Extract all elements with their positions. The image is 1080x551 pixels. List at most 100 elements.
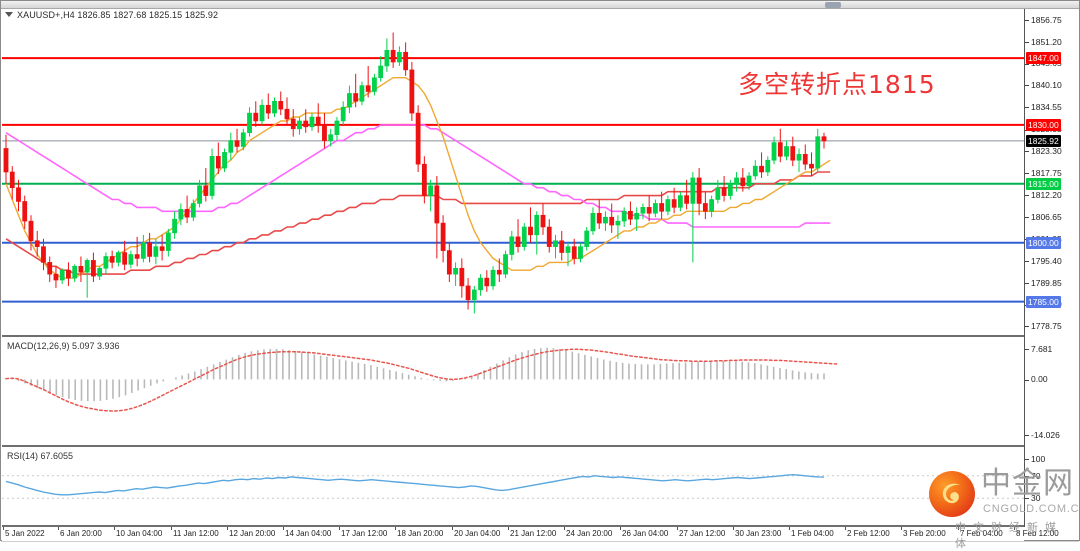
candle-body: [615, 220, 621, 226]
candle-body: [365, 85, 371, 92]
candle-body: [465, 285, 471, 300]
price-level-tag[interactable]: 1825.92: [1026, 134, 1061, 147]
price-tick: 1795.40: [1025, 256, 1062, 266]
window-bottom-edge: [1, 541, 1079, 542]
price-scale[interactable]: 1856.751851.201845.651840.101834.551828.…: [1024, 9, 1079, 527]
candle-body: [172, 218, 177, 234]
candle-body: [315, 116, 321, 126]
candle-body: [265, 104, 271, 114]
candle-body: [359, 85, 365, 102]
candle-body: [290, 118, 296, 130]
time-tick-mark: [958, 527, 959, 530]
candle-body: [409, 69, 415, 114]
price-level-tag[interactable]: 1785.00: [1026, 295, 1061, 308]
time-tick-label: 11 Jan 12:00: [173, 529, 219, 538]
candle-body: [765, 159, 771, 173]
time-tick-label: 26 Jan 04:00: [622, 529, 669, 538]
candle-body: [209, 156, 215, 196]
price-level-tag[interactable]: 1815.00: [1026, 177, 1061, 190]
candle-body: [3, 148, 9, 173]
time-tick-mark: [789, 527, 790, 530]
candle-body: [721, 187, 727, 196]
candle-body: [322, 124, 327, 141]
candle-body: [690, 177, 696, 204]
candle-body: [234, 140, 240, 147]
candle-body: [47, 262, 53, 275]
candle-body: [740, 177, 746, 187]
time-tick-label: 3 Feb 20:00: [903, 529, 946, 538]
horizontal-scrollbar[interactable]: [1, 1, 1079, 9]
candle-body: [134, 254, 140, 259]
candle-body: [309, 116, 315, 128]
candle-body: [727, 183, 733, 196]
candle-body: [646, 207, 652, 214]
candle-body: [78, 265, 84, 273]
candle-body: [222, 152, 227, 169]
candle-body: [596, 212, 602, 224]
time-tick-mark: [339, 527, 340, 530]
candle-body: [784, 146, 789, 157]
candle-body: [59, 269, 65, 281]
rsi-tick: 30: [1025, 493, 1040, 503]
rsi-panel[interactable]: RSI(14) 67.6055: [2, 449, 1024, 527]
time-tick-mark: [508, 527, 509, 530]
candle-body: [759, 165, 764, 173]
symbol-ohlc-label: XAUUSD+,H4 1826.85 1827.68 1825.15 1825.…: [17, 9, 219, 20]
time-tick-label: 7 Feb 04:00: [960, 529, 1003, 538]
rsi-tick: 100: [1025, 454, 1045, 464]
time-tick-mark: [1014, 527, 1015, 530]
candle-body: [715, 187, 721, 200]
candle-body: [665, 199, 671, 212]
price-tick: 1856.75: [1025, 15, 1062, 25]
candle-body: [640, 207, 646, 214]
chevron-down-icon[interactable]: [5, 12, 13, 17]
candle-body: [815, 136, 821, 169]
candle-body: [403, 51, 409, 71]
price-tick: 1778.75: [1025, 321, 1062, 331]
candle-body: [384, 49, 390, 67]
candle-body: [496, 269, 502, 275]
time-tick-label: 20 Jan 04:00: [454, 529, 501, 538]
candle-body: [709, 199, 715, 212]
candle-body: [16, 187, 21, 202]
candle-body: [453, 267, 458, 275]
price-chart-canvas: [2, 32, 1024, 314]
candle-body: [247, 112, 252, 134]
macd-panel[interactable]: MACD(12,26,9) 5.097 3.936: [2, 339, 1024, 447]
candle-body: [446, 250, 452, 275]
scrollbar-thumb[interactable]: [825, 2, 841, 8]
candle-body: [559, 240, 565, 253]
candle-body: [515, 236, 521, 247]
time-tick-mark: [620, 527, 621, 530]
time-tick-label: 5 Jan 2022: [5, 529, 45, 538]
candle-body: [28, 220, 34, 242]
price-level-tag[interactable]: 1800.00: [1026, 236, 1061, 249]
candle-body: [746, 175, 752, 187]
time-tick-mark: [564, 527, 565, 530]
candle-body: [802, 154, 808, 165]
macd-signal-line: [5, 348, 838, 412]
price-level-tag[interactable]: 1830.00: [1026, 118, 1061, 131]
candle-body: [253, 112, 259, 122]
time-tick-label: 1 Feb 04:00: [791, 529, 834, 538]
candle-body: [272, 101, 277, 114]
candle-body: [590, 212, 596, 232]
candle-body: [609, 216, 615, 226]
price-tick: 1812.20: [1025, 190, 1062, 200]
candle-body: [215, 156, 221, 169]
price-chart-panel[interactable]: [2, 9, 1024, 337]
candle-body: [415, 112, 421, 165]
rsi-canvas: [2, 474, 1024, 499]
time-tick-mark: [283, 527, 284, 530]
candle-body: [571, 246, 577, 259]
candle-body: [347, 93, 352, 108]
macd-tick: 0.00: [1025, 374, 1048, 384]
candle-body: [534, 214, 540, 236]
candle-body: [702, 203, 708, 212]
candle-body: [278, 101, 284, 110]
rsi-line: [5, 474, 825, 496]
candle-body: [297, 120, 302, 130]
price-level-tag[interactable]: 1847.00: [1026, 52, 1061, 65]
price-tick: 1789.85: [1025, 278, 1062, 288]
